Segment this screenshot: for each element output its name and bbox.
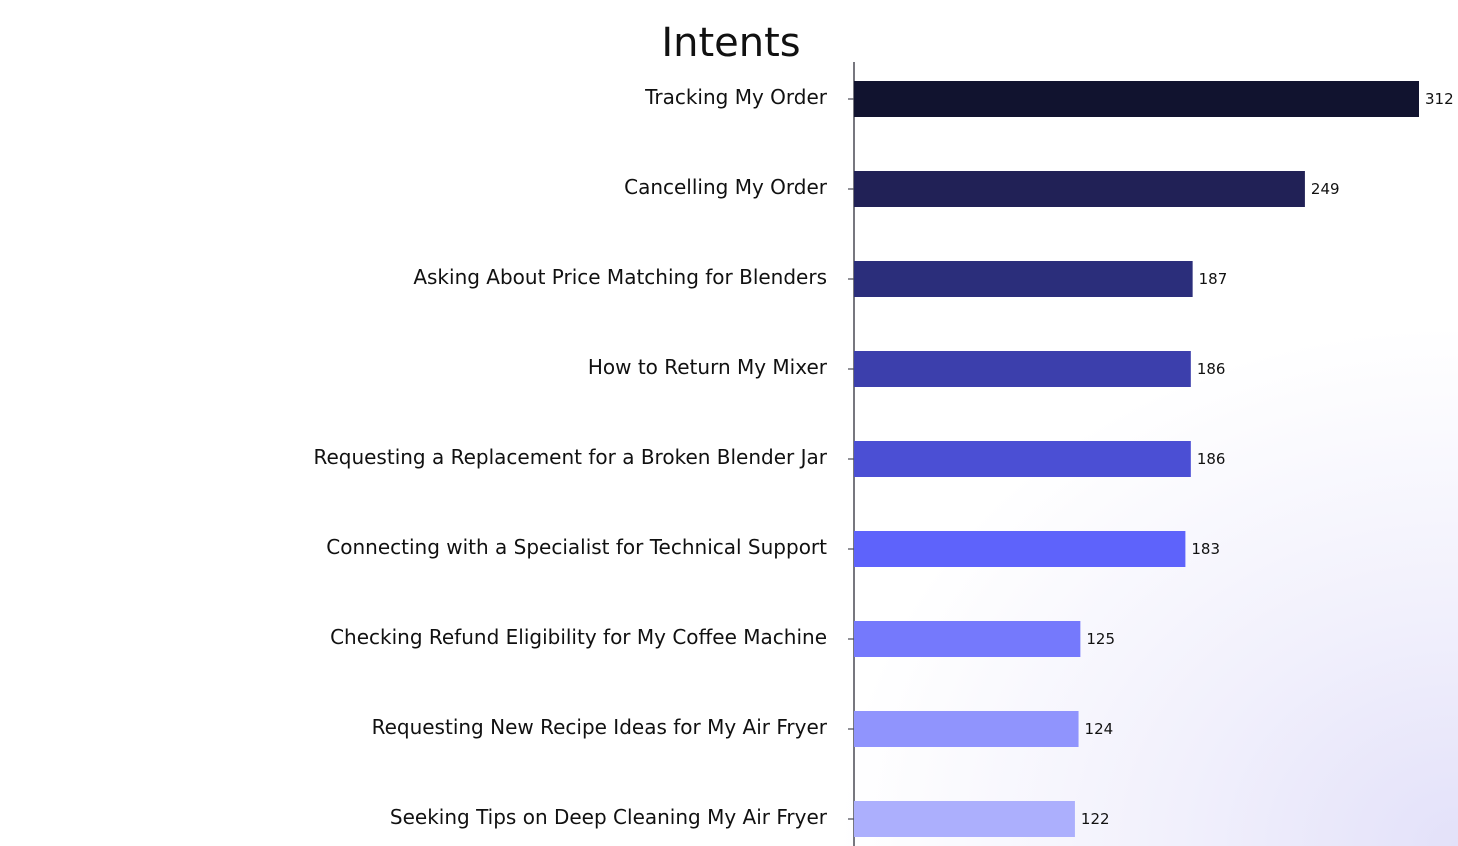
bar-8 (854, 801, 1075, 837)
bar-3 (854, 351, 1191, 387)
value-label-7: 124 (1085, 720, 1114, 738)
bar-6 (854, 621, 1081, 657)
category-label-8: Seeking Tips on Deep Cleaning My Air Fry… (390, 805, 828, 829)
bar-1 (854, 171, 1305, 207)
category-label-6: Checking Refund Eligibility for My Coffe… (330, 625, 827, 649)
bar-4 (854, 441, 1191, 477)
value-label-1: 249 (1311, 180, 1340, 198)
value-label-6: 125 (1086, 630, 1115, 648)
category-label-0: Tracking My Order (644, 85, 828, 109)
category-label-3: How to Return My Mixer (588, 355, 828, 379)
value-label-3: 186 (1197, 360, 1226, 378)
value-label-4: 186 (1197, 450, 1226, 468)
chart-marks: Tracking My Order 312 Cancelling My Order 2… (313, 81, 1454, 837)
category-label-7: Requesting New Recipe Ideas for My Air F… (372, 715, 828, 739)
value-label-5: 183 (1191, 540, 1220, 558)
bar-7 (854, 711, 1079, 747)
value-label-0: 312 (1425, 90, 1454, 108)
category-label-4: Requesting a Replacement for a Broken Bl… (313, 445, 827, 469)
category-label-2: Asking About Price Matching for Blenders (413, 265, 827, 289)
value-label-2: 187 (1199, 270, 1228, 288)
value-label-8: 122 (1081, 810, 1110, 828)
bar-0 (854, 81, 1419, 117)
category-label-5: Connecting with a Specialist for Technic… (326, 535, 827, 559)
chart-title: Intents (661, 20, 800, 66)
category-label-1: Cancelling My Order (624, 175, 828, 199)
bar-2 (854, 261, 1193, 297)
bar-5 (854, 531, 1186, 567)
